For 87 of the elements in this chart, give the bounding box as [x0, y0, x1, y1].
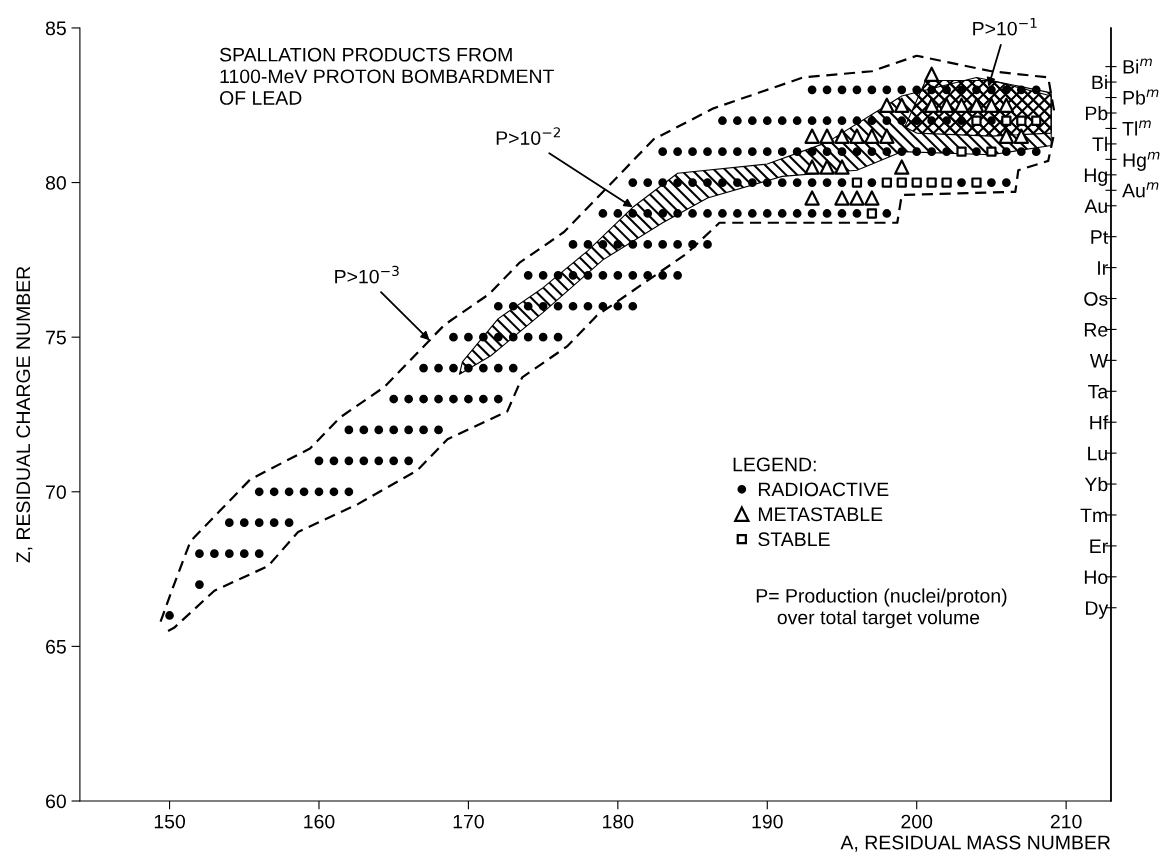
point: [896, 177, 907, 188]
point: [834, 128, 850, 144]
category-label: Tm: [1080, 508, 1107, 523]
x-tick-label: 180: [603, 814, 634, 829]
legend-label: STABLE: [758, 532, 830, 547]
x-tick-label: 160: [304, 814, 335, 829]
point: [971, 115, 982, 126]
point: [911, 177, 922, 188]
category-label: Bi$^{m}$: [1123, 58, 1152, 74]
point: [866, 208, 878, 219]
category-label: Os: [1084, 291, 1108, 306]
annotation: P>10$^{−3}$: [335, 265, 399, 284]
point: [819, 159, 835, 175]
legend-label: RADIOACTIVE: [758, 482, 889, 497]
point: [804, 128, 820, 144]
annotation: P>10$^{−1}$: [973, 17, 1037, 36]
category-label: Au: [1084, 199, 1107, 213]
y-tick-label: 65: [46, 639, 66, 654]
point: [1013, 128, 1029, 144]
category-label: Yb: [1084, 477, 1108, 492]
category-label: Pt: [1091, 230, 1109, 244]
x-tick-label: 210: [1050, 814, 1082, 829]
category-label: Re: [1084, 323, 1108, 337]
x-tick-label: 200: [901, 814, 933, 829]
point: [986, 146, 997, 157]
annotation: P= Production (nuclei/proton) over total target volume: [756, 588, 1007, 629]
category-label: Au$^{m}$: [1122, 182, 1159, 198]
point: [1001, 115, 1012, 126]
category-label: Ta: [1088, 384, 1109, 399]
y-tick-label: 70: [46, 485, 66, 500]
point: [864, 190, 880, 206]
point: [851, 177, 863, 188]
category-label: Bi: [1092, 75, 1107, 90]
point: [923, 97, 940, 113]
y-tick-label: 60: [46, 794, 66, 809]
point: [956, 146, 967, 157]
legend-title: LEGEND:: [733, 457, 816, 472]
y-axis-title: Z, RESIDUAL CHARGE NUMBER: [16, 266, 33, 563]
category-label: Er: [1090, 539, 1108, 553]
point: [864, 128, 880, 144]
annotation: P>10$^{−2}$: [496, 127, 561, 145]
point: [941, 177, 952, 188]
point: [834, 159, 850, 175]
point: [998, 97, 1015, 113]
point: [804, 190, 820, 206]
legend-label: METASTABLE: [758, 507, 883, 522]
point: [926, 177, 937, 188]
category-label: Ir: [1098, 261, 1108, 275]
category-label: Hf: [1090, 415, 1109, 430]
text: SPALLATION PRODUCTS FROM 1100-MeV PROTON BOMBARDMENT OF LEAD: [219, 47, 554, 105]
x-tick-label: 170: [453, 814, 484, 829]
x-axis-title: A, RESIDUAL MASS NUMBER: [840, 835, 1111, 852]
category-label: Tl: [1092, 136, 1107, 151]
point: [819, 128, 835, 144]
y-tick-label: 80: [45, 176, 66, 190]
category-label: Hg$^{m}$: [1123, 151, 1160, 171]
point: [986, 76, 995, 86]
category-label: W: [1089, 354, 1109, 368]
x-tick-label: 190: [752, 814, 783, 829]
point: [923, 66, 940, 83]
point: [998, 128, 1015, 144]
point: [849, 128, 865, 144]
point: [879, 128, 895, 144]
category-label: Pb$^{m}$: [1123, 89, 1159, 105]
point: [983, 97, 1000, 113]
point: [834, 190, 850, 206]
point: [968, 97, 985, 113]
point: [894, 159, 910, 175]
y-tick-label: 85: [45, 21, 66, 36]
y-tick-label: 75: [46, 330, 66, 345]
point: [849, 190, 865, 206]
category-label: Ho: [1084, 570, 1108, 585]
point: [1031, 115, 1042, 126]
point: [953, 97, 970, 113]
point: [804, 159, 820, 175]
category-label: Dy: [1086, 601, 1109, 619]
category-label: Pb: [1086, 105, 1108, 121]
point: [881, 177, 892, 188]
category-label: Hg: [1084, 168, 1107, 186]
point: [879, 97, 895, 113]
point: [894, 97, 910, 113]
category-label: Lu: [1088, 446, 1107, 461]
point: [1016, 115, 1027, 126]
point: [971, 177, 982, 188]
category-label: Tl$^{m}$: [1122, 120, 1151, 136]
x-tick-label: 150: [154, 814, 186, 829]
point: [938, 97, 955, 113]
